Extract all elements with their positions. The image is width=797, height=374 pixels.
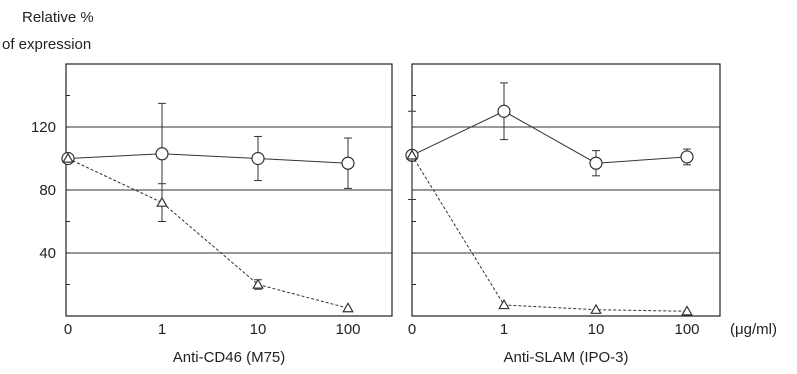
panel-anti-slam: 0 1 10 100 Anti-SLAM (IPO-3) [405, 63, 721, 366]
panel-anti-cd46: 40 80 120 0 1 10 100 Anti-CD46 (M75) [31, 63, 393, 366]
y-axis-label-line2: of expression [2, 36, 91, 53]
data-point-circle [589, 156, 603, 170]
y-tick-label-120: 120 [31, 119, 56, 136]
data-point-circle [251, 151, 265, 166]
x-tick-label-10: 10 [250, 321, 267, 338]
data-point-triangle [156, 196, 168, 207]
y-tick-label-40: 40 [39, 245, 56, 262]
x-tick-label-100: 100 [674, 321, 699, 338]
series-line-triangle [67, 158, 349, 309]
data-point-circle [680, 150, 694, 164]
data-point-circle [497, 104, 511, 118]
data-point-circle [155, 147, 169, 161]
x-tick-label-0: 0 [64, 321, 72, 338]
x-tick-label-10: 10 [588, 321, 605, 338]
series-line-triangle [411, 155, 688, 312]
y-tick-label-80: 80 [39, 182, 56, 199]
x-axis-title: Anti-SLAM (IPO-3) [503, 349, 628, 366]
data-point-triangle [406, 149, 418, 160]
data-point-triangle [252, 278, 264, 289]
y-axis-label-line1: Relative % [22, 9, 94, 26]
x-axis-title: Anti-CD46 (M75) [173, 349, 286, 366]
x-tick-label-0: 0 [408, 321, 416, 338]
series-line-circle [411, 110, 688, 164]
data-point-circle [341, 156, 355, 170]
data-point-triangle [590, 303, 602, 314]
series-line-circle [67, 153, 349, 164]
data-point-triangle [681, 305, 693, 316]
x-tick-label-100: 100 [335, 321, 360, 338]
data-point-triangle [62, 152, 74, 163]
x-tick-label-1: 1 [500, 321, 508, 338]
data-point-triangle [342, 302, 354, 313]
data-point-triangle [498, 298, 510, 310]
x-tick-label-1: 1 [158, 321, 166, 338]
unit-label: (μg/ml) [730, 321, 777, 338]
